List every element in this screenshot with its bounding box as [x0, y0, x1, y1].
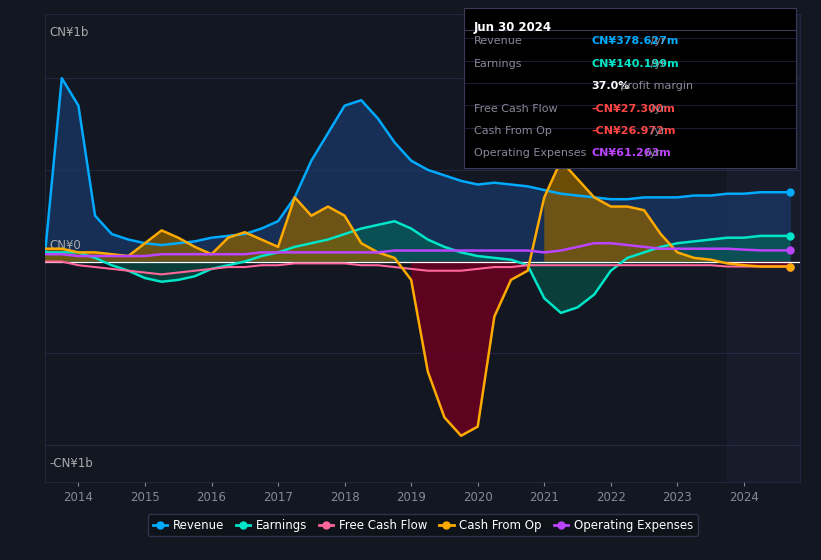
Text: CN¥378.627m: CN¥378.627m: [591, 36, 678, 46]
Text: profit margin: profit margin: [617, 81, 693, 91]
Text: /yr: /yr: [642, 148, 661, 158]
Text: /yr: /yr: [647, 36, 666, 46]
Text: 37.0%: 37.0%: [591, 81, 630, 91]
Text: Operating Expenses: Operating Expenses: [474, 148, 586, 158]
Text: CN¥1b: CN¥1b: [49, 26, 89, 39]
Text: CN¥140.199m: CN¥140.199m: [591, 59, 679, 69]
Text: Revenue: Revenue: [474, 36, 522, 46]
Text: -CN¥1b: -CN¥1b: [49, 457, 93, 470]
Text: /yr: /yr: [647, 126, 666, 136]
Text: Earnings: Earnings: [474, 59, 522, 69]
Text: /yr: /yr: [647, 59, 666, 69]
Legend: Revenue, Earnings, Free Cash Flow, Cash From Op, Operating Expenses: Revenue, Earnings, Free Cash Flow, Cash …: [148, 514, 698, 536]
Text: Cash From Op: Cash From Op: [474, 126, 552, 136]
Text: -CN¥26.972m: -CN¥26.972m: [591, 126, 676, 136]
Text: CN¥0: CN¥0: [49, 239, 80, 252]
Text: /yr: /yr: [647, 104, 666, 114]
Text: -CN¥27.300m: -CN¥27.300m: [591, 104, 675, 114]
Text: Jun 30 2024: Jun 30 2024: [474, 21, 552, 34]
Text: Free Cash Flow: Free Cash Flow: [474, 104, 557, 114]
Bar: [727, 14, 800, 482]
Text: CN¥61.263m: CN¥61.263m: [591, 148, 671, 158]
